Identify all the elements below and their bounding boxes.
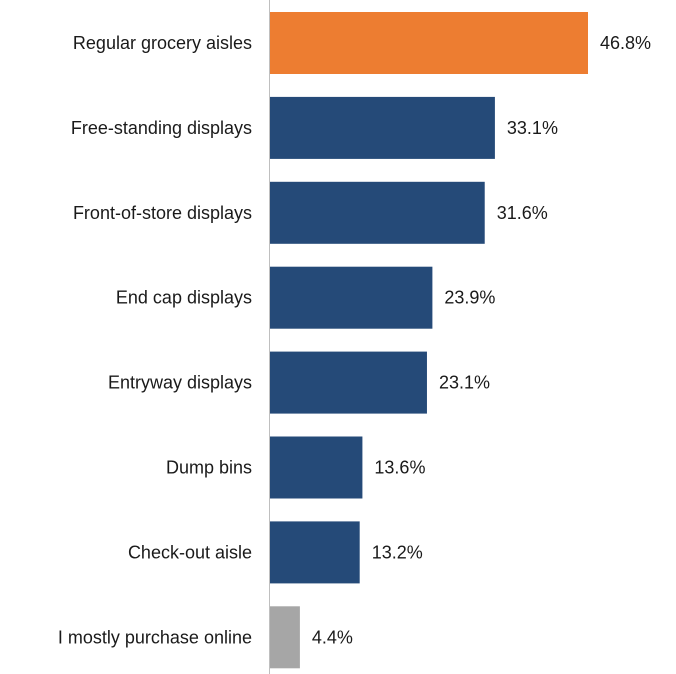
- value-label: 46.8%: [600, 33, 651, 53]
- bar-4: [270, 266, 433, 329]
- bar-5: [270, 351, 427, 414]
- bar-2: [270, 96, 495, 159]
- value-label: 13.2%: [372, 542, 423, 562]
- category-label: End cap displays: [116, 288, 252, 308]
- value-label: 13.6%: [374, 458, 425, 478]
- value-label: 33.1%: [507, 118, 558, 138]
- category-label: Dump bins: [166, 458, 252, 478]
- category-label: Entryway displays: [108, 373, 252, 393]
- category-label: Regular grocery aisles: [73, 33, 252, 53]
- value-label: 31.6%: [497, 203, 548, 223]
- bars-group: [270, 12, 588, 669]
- bar-8: [270, 606, 300, 669]
- category-labels-group: Regular grocery aisles Free-standing disp…: [58, 33, 252, 647]
- bar-6: [270, 436, 363, 499]
- category-label: Free-standing displays: [71, 118, 252, 138]
- bar-3: [270, 181, 485, 244]
- value-label: 4.4%: [312, 627, 353, 647]
- category-label: I mostly purchase online: [58, 627, 252, 647]
- category-label: Check-out aisle: [128, 542, 252, 562]
- bar-1: [270, 12, 588, 74]
- value-label: 23.1%: [439, 373, 490, 393]
- value-label: 23.9%: [444, 288, 495, 308]
- category-label: Front-of-store displays: [73, 203, 252, 223]
- bar-7: [270, 521, 360, 584]
- value-labels-group: 46.8% 33.1% 31.6% 23.9% 23.1% 13.6% 13.2% 4.4%: [312, 33, 651, 647]
